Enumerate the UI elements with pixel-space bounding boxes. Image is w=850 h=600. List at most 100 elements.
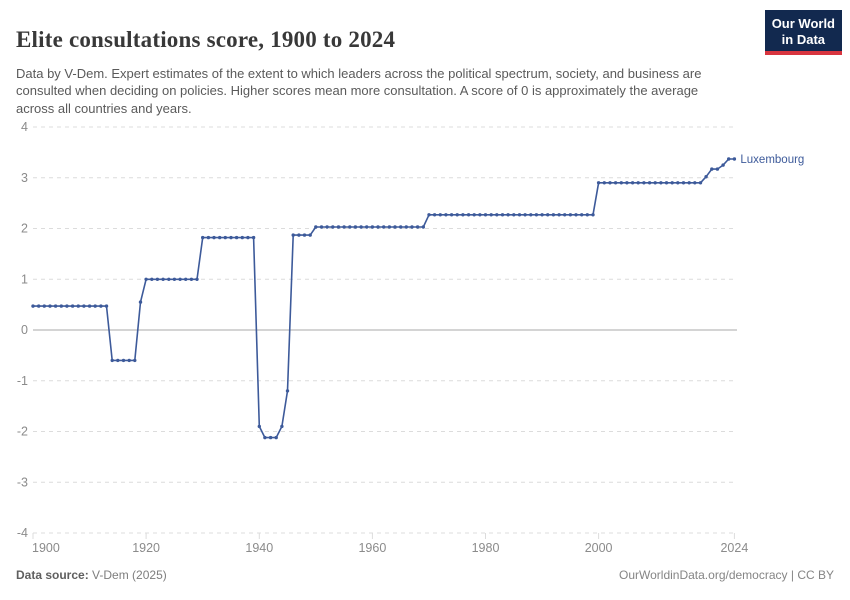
data-point[interactable] bbox=[365, 225, 369, 229]
data-point[interactable] bbox=[529, 213, 533, 217]
data-point[interactable] bbox=[212, 235, 216, 240]
data-point[interactable] bbox=[336, 225, 341, 229]
data-point[interactable] bbox=[246, 235, 250, 240]
data-point[interactable] bbox=[319, 225, 324, 229]
data-point[interactable] bbox=[325, 225, 329, 229]
data-point[interactable] bbox=[116, 358, 120, 363]
data-point[interactable] bbox=[415, 225, 420, 229]
data-point[interactable] bbox=[331, 225, 335, 229]
data-point[interactable] bbox=[37, 304, 41, 308]
data-point[interactable] bbox=[568, 213, 573, 217]
data-point[interactable] bbox=[161, 277, 165, 281]
data-point[interactable] bbox=[138, 300, 143, 304]
data-point[interactable] bbox=[257, 424, 261, 429]
data-point[interactable] bbox=[87, 304, 92, 308]
data-point[interactable] bbox=[687, 181, 691, 185]
data-point[interactable] bbox=[42, 304, 46, 308]
data-point[interactable] bbox=[218, 235, 222, 240]
data-point[interactable] bbox=[670, 181, 674, 185]
data-point[interactable] bbox=[251, 235, 256, 240]
data-point[interactable] bbox=[534, 213, 539, 217]
data-point[interactable] bbox=[268, 435, 273, 440]
data-point[interactable] bbox=[613, 181, 618, 185]
data-point[interactable] bbox=[410, 225, 414, 229]
data-point[interactable] bbox=[563, 213, 567, 217]
data-point[interactable] bbox=[500, 213, 505, 217]
data-point[interactable] bbox=[348, 225, 352, 229]
data-point[interactable] bbox=[472, 213, 476, 217]
data-point[interactable] bbox=[172, 277, 177, 281]
data-point[interactable] bbox=[167, 277, 171, 281]
data-point[interactable] bbox=[461, 213, 465, 217]
data-point[interactable] bbox=[314, 225, 318, 229]
data-point[interactable] bbox=[664, 181, 669, 185]
data-point[interactable] bbox=[449, 213, 454, 217]
data-point[interactable] bbox=[602, 181, 606, 185]
data-point[interactable] bbox=[342, 225, 346, 229]
data-point[interactable] bbox=[184, 277, 188, 281]
data-point[interactable] bbox=[70, 304, 75, 308]
data-point[interactable] bbox=[104, 304, 109, 308]
data-point[interactable] bbox=[715, 167, 720, 171]
data-point[interactable] bbox=[478, 213, 482, 217]
data-point[interactable] bbox=[308, 233, 312, 237]
data-point[interactable] bbox=[387, 225, 392, 229]
data-point[interactable] bbox=[455, 213, 459, 217]
data-point[interactable] bbox=[636, 181, 640, 185]
data-point[interactable] bbox=[121, 358, 126, 363]
data-point[interactable] bbox=[546, 213, 550, 217]
data-point[interactable] bbox=[625, 181, 629, 185]
data-point[interactable] bbox=[234, 235, 239, 240]
data-point[interactable] bbox=[659, 181, 663, 185]
data-point[interactable] bbox=[99, 304, 103, 308]
line-series-luxembourg[interactable] bbox=[33, 158, 735, 439]
data-point[interactable] bbox=[280, 424, 284, 429]
data-point[interactable] bbox=[676, 181, 680, 185]
data-point[interactable] bbox=[698, 181, 703, 185]
data-point[interactable] bbox=[427, 213, 431, 217]
data-point[interactable] bbox=[291, 233, 295, 237]
data-point[interactable] bbox=[642, 181, 646, 185]
data-point[interactable] bbox=[178, 277, 182, 281]
data-point[interactable] bbox=[630, 181, 635, 185]
data-point[interactable] bbox=[517, 213, 522, 217]
data-point[interactable] bbox=[580, 213, 584, 217]
data-point[interactable] bbox=[523, 213, 527, 217]
data-point[interactable] bbox=[438, 213, 442, 217]
data-point[interactable] bbox=[432, 213, 437, 217]
data-point[interactable] bbox=[466, 213, 471, 217]
data-point[interactable] bbox=[240, 235, 244, 240]
data-point[interactable] bbox=[727, 157, 731, 161]
data-point[interactable] bbox=[48, 304, 52, 308]
data-point[interactable] bbox=[512, 213, 516, 217]
data-point[interactable] bbox=[206, 235, 211, 240]
data-point[interactable] bbox=[495, 213, 499, 217]
data-point[interactable] bbox=[82, 304, 86, 308]
data-point[interactable] bbox=[619, 181, 623, 185]
owid-url-link[interactable]: OurWorldinData.org/democracy bbox=[619, 568, 788, 582]
data-point[interactable] bbox=[393, 225, 397, 229]
data-point[interactable] bbox=[551, 213, 556, 217]
data-point[interactable] bbox=[144, 277, 148, 281]
data-point[interactable] bbox=[574, 213, 578, 217]
data-point[interactable] bbox=[133, 358, 137, 363]
data-point[interactable] bbox=[444, 213, 448, 217]
data-point[interactable] bbox=[382, 225, 386, 229]
license-link[interactable]: CC BY bbox=[797, 568, 834, 582]
data-point[interactable] bbox=[399, 225, 403, 229]
data-point[interactable] bbox=[65, 304, 69, 308]
data-point[interactable] bbox=[540, 213, 544, 217]
data-point[interactable] bbox=[263, 435, 267, 440]
data-point[interactable] bbox=[195, 277, 199, 281]
data-point[interactable] bbox=[506, 213, 510, 217]
data-point[interactable] bbox=[223, 235, 227, 240]
data-point[interactable] bbox=[110, 358, 114, 363]
data-point[interactable] bbox=[155, 277, 160, 281]
data-point[interactable] bbox=[404, 225, 408, 229]
data-point[interactable] bbox=[710, 167, 714, 171]
data-point[interactable] bbox=[76, 304, 81, 308]
data-point[interactable] bbox=[421, 225, 425, 229]
data-point[interactable] bbox=[370, 225, 375, 229]
data-point[interactable] bbox=[483, 213, 488, 217]
